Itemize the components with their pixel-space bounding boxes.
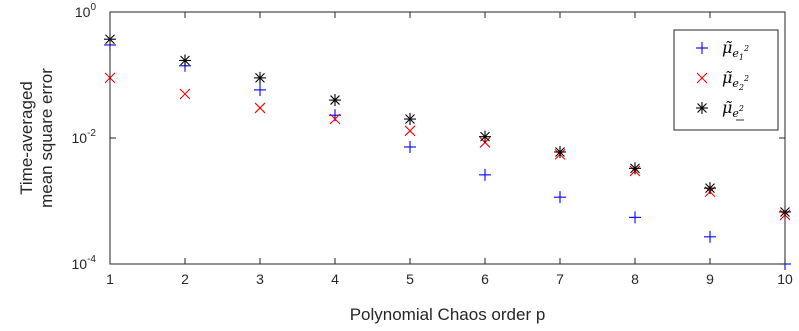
- x-tick-label-7: 7: [556, 271, 564, 287]
- x-tick-label-4: 4: [331, 271, 339, 287]
- plot-background: [110, 12, 785, 264]
- legend-label-1: μ̃e12: [722, 38, 749, 62]
- x-tick-label-6: 6: [481, 271, 489, 287]
- point-s3-p3: [254, 71, 266, 84]
- legend: μ̃e12 μ̃e22 μ̃e2: [673, 29, 779, 131]
- point-s2-p2: [179, 88, 191, 100]
- point-s3-p2: [179, 54, 191, 67]
- x-tick-label-9: 9: [706, 271, 714, 287]
- x-axis-title: Polynomial Chaos order p: [350, 305, 546, 324]
- legend-label-3: μ̃e2: [722, 98, 744, 120]
- point-s2-p5: [404, 125, 416, 137]
- x-tick-label-3: 3: [256, 271, 264, 287]
- legend-label-2: μ̃e22: [722, 68, 749, 92]
- point-s1-p7: [554, 191, 566, 204]
- point-s2-p3: [254, 102, 266, 114]
- point-s1-p3: [254, 83, 266, 96]
- x-tick-label-1: 1: [106, 271, 114, 287]
- point-s2-p4: [329, 113, 341, 125]
- point-s1-p6: [479, 168, 491, 181]
- legend-items: μ̃e12 μ̃e22 μ̃e2: [696, 38, 749, 121]
- legend-marker-1: [696, 42, 708, 54]
- point-s1-p9: [704, 230, 716, 243]
- y-tick-label-0: 100: [75, 2, 97, 20]
- x-tick-label-8: 8: [631, 271, 639, 287]
- point-s1-p5: [404, 140, 416, 153]
- point-s3-p4: [329, 94, 341, 107]
- point-s3-p7: [554, 145, 566, 158]
- legend-box: [673, 29, 779, 131]
- point-s3-p5: [404, 113, 416, 126]
- x-tick-label-2: 2: [181, 271, 189, 287]
- point-s3-p8: [629, 162, 641, 175]
- axis-ticks: 1 2 3 4 5 6 7 8 9 10 100 10-2 10-4: [72, 2, 793, 287]
- y-tick-label-1: 10-2: [72, 128, 97, 146]
- y-tick-label-2: 10-4: [72, 254, 97, 272]
- x-tick-label-5: 5: [406, 271, 414, 287]
- legend-marker-2: [696, 72, 708, 84]
- point-s3-p6: [479, 130, 491, 143]
- legend-marker-3: [696, 102, 708, 114]
- y-axis-title-line-1: Time-averaged: [17, 81, 36, 195]
- y-axis-title: Time-averaged mean square error: [17, 68, 56, 208]
- x-tick-label-10: 10: [777, 271, 793, 287]
- point-s1-p8: [629, 211, 641, 224]
- point-s3-p9: [704, 182, 716, 195]
- y-axis-title-line-2: mean square error: [37, 68, 56, 208]
